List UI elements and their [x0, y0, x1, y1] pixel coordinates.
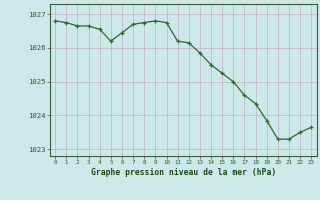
- X-axis label: Graphe pression niveau de la mer (hPa): Graphe pression niveau de la mer (hPa): [91, 168, 276, 177]
